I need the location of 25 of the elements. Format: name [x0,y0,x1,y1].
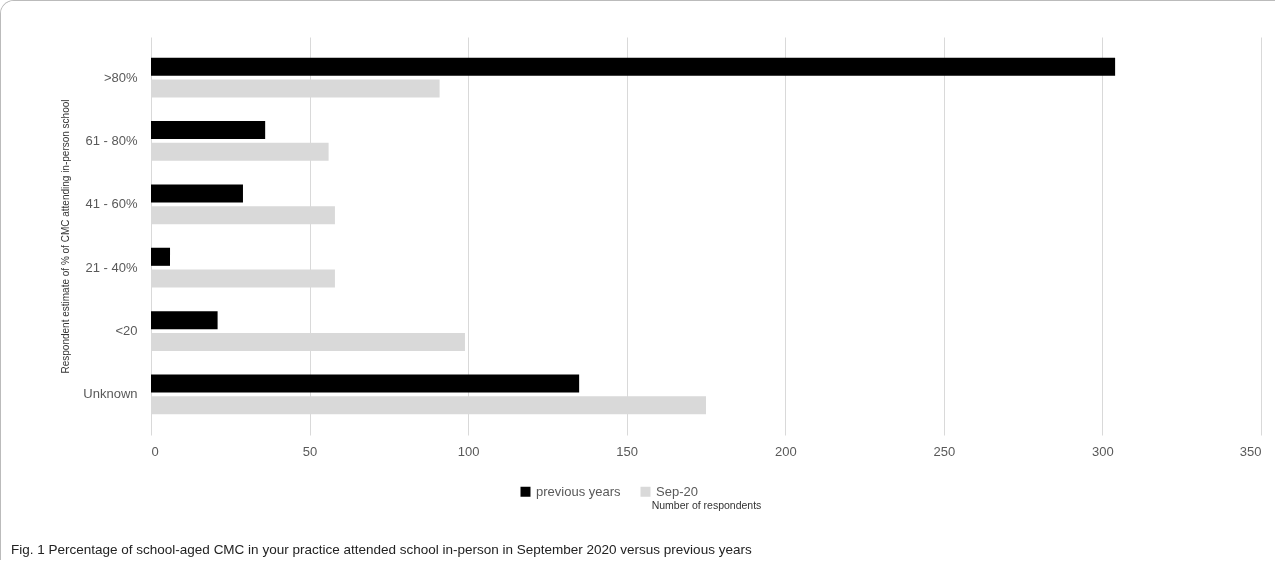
x-tick-label: 50 [302,443,318,459]
bar [151,374,580,393]
x-tick-label: 150 [616,443,639,459]
bar [151,57,1116,76]
x-tick-label: 350 [1239,443,1262,459]
y-axis-title: Respondent estimate of % of CMC attending in-person school [60,99,72,374]
y-tick-label: 21 - 40% [85,259,138,275]
legend-label: Sep-20 [656,483,698,499]
legend-label: previous years [536,483,622,499]
bar [151,121,266,140]
bar [151,184,243,203]
bar [151,247,171,266]
x-tick-label: 300 [1092,443,1114,459]
y-tick-label: >80% [103,69,138,85]
y-tick-label: 41 - 60% [85,196,138,212]
x-axis-title: Number of respondents [651,498,762,511]
x-tick-label: 250 [933,443,956,459]
bar [151,311,218,330]
y-tick-label: 61 - 80% [85,132,138,148]
y-tick-label: Unknown [83,386,138,402]
x-tick-label: 200 [774,443,797,459]
x-tick-label: 0 [151,443,159,459]
y-tick-label: <20 [115,323,138,339]
x-tick-label: 100 [457,443,480,459]
caption: Fig. 1 Percentage of school-aged CMC in your practice attended school in-person in September 2020 versus previous years [11,542,752,557]
